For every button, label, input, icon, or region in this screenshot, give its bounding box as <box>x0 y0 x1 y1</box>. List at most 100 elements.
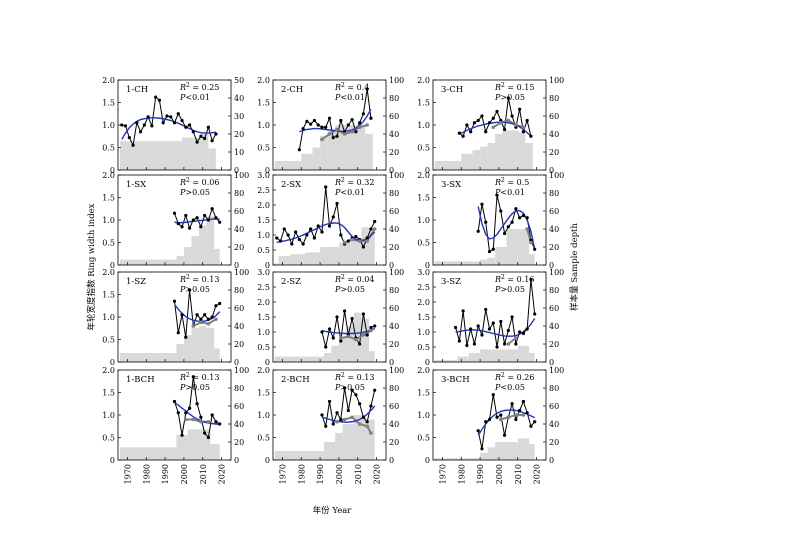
sample-depth-bar <box>350 238 362 265</box>
panel-1-ch: 0 0.5 1.0 1.5 2.0 0 10 20 30 40 50 1-CH R2 = 0.25P<0… <box>102 76 244 175</box>
y-tick-label-left: 0.5 <box>257 144 270 153</box>
data-point <box>529 134 533 138</box>
gray-points <box>339 328 373 342</box>
data-point <box>339 233 343 237</box>
panel-title: 3-CH <box>441 85 463 95</box>
gray-point <box>350 237 354 242</box>
y-axis-left: 0 0.5 1.0 1.5 2.0 <box>417 171 436 270</box>
data-point <box>365 236 369 240</box>
data-point <box>214 216 218 220</box>
ring-width-points <box>476 193 537 254</box>
sample-depth-bar <box>506 229 518 265</box>
y-tick-label-right: 20 <box>549 340 559 349</box>
data-point <box>487 121 492 125</box>
y-tick-label-right: 40 <box>389 225 399 234</box>
y-tick-label-right: 30 <box>234 112 244 121</box>
y-tick-label-right: 0 <box>389 261 394 270</box>
data-point <box>214 304 218 308</box>
y-tick-label-left: 0.5 <box>102 434 115 443</box>
sample-depth-bar <box>480 259 488 265</box>
sample-depth-bar <box>434 161 462 170</box>
data-point <box>510 114 514 118</box>
y-tick-label-right: 50 <box>234 76 244 85</box>
data-point <box>525 118 529 123</box>
y-tick-label-right: 0 <box>389 358 394 367</box>
data-point <box>180 433 184 437</box>
data-point <box>354 393 358 397</box>
fit-curve <box>477 206 536 250</box>
sample-depth-bar <box>495 247 507 265</box>
data-point <box>495 345 499 349</box>
data-point <box>203 313 207 317</box>
y-tick-label-right: 20 <box>549 243 559 252</box>
y-tick-label-right: 100 <box>549 366 564 375</box>
data-point <box>335 315 339 319</box>
sample-depth-bar <box>525 143 533 170</box>
data-point <box>361 245 365 249</box>
data-point <box>476 324 480 328</box>
gray-point <box>372 227 377 231</box>
gray-point <box>369 328 373 333</box>
data-point <box>187 226 192 230</box>
data-point <box>184 125 188 129</box>
x-axis <box>282 262 377 265</box>
data-point <box>465 123 469 127</box>
gray-point <box>491 125 496 130</box>
panel-title: 3-BCH <box>441 375 470 385</box>
y-tick-label-left: 2.0 <box>257 76 270 85</box>
y-tick-label-right: 0 <box>234 166 239 175</box>
data-point <box>331 136 335 140</box>
data-point <box>373 324 377 328</box>
data-point <box>320 413 324 417</box>
y-tick-label-right: 0 <box>234 261 239 270</box>
gray-points <box>191 317 218 328</box>
y-tick-label-left: 1.0 <box>257 121 270 130</box>
gray-point <box>506 415 511 420</box>
data-point <box>294 230 298 234</box>
x-tick-label: 1990 <box>316 464 325 484</box>
data-point <box>210 315 214 319</box>
data-point <box>301 242 305 246</box>
gray-point <box>320 137 324 142</box>
y-tick-label-left: 2.0 <box>417 366 430 375</box>
data-point <box>203 213 207 218</box>
data-point <box>365 333 369 337</box>
data-point <box>361 112 365 116</box>
y-tick-label-right: 40 <box>549 322 559 331</box>
sample-depth-bars <box>274 125 373 170</box>
y-tick-label-left: 1.5 <box>257 99 270 108</box>
data-point <box>533 420 537 424</box>
y-tick-label-left: 0 <box>425 456 430 465</box>
gray-point <box>327 132 332 136</box>
x-tick-label: 1980 <box>142 464 151 484</box>
gray-line <box>500 414 524 421</box>
gray-point <box>342 240 347 245</box>
data-point <box>506 328 510 333</box>
y-tick-label-right: 20 <box>389 243 399 252</box>
sample-depth-bar <box>182 137 194 170</box>
data-point <box>365 87 369 91</box>
data-point <box>210 207 214 211</box>
data-point <box>518 330 522 334</box>
data-point <box>484 307 488 312</box>
ring-width-points <box>454 277 537 349</box>
y-axis-right: 0 20 40 60 80 100 <box>383 268 404 367</box>
y-tick-label-left: 1.0 <box>102 121 115 130</box>
panel-title: 1-SZ <box>126 277 146 287</box>
gray-points <box>320 123 369 142</box>
data-point <box>339 417 343 422</box>
y-tick-label-right: 80 <box>549 94 559 103</box>
panel-3-sz: 0 0.5 1.0 1.5 2.0 2.5 3.0 0 20 40 60 80 100 3-SZ R2 = … <box>417 268 564 367</box>
sample-depth-bar <box>289 254 306 265</box>
y-tick-label-left: 2.5 <box>257 186 270 195</box>
ring-width-points <box>320 386 377 428</box>
y-tick-label-right: 40 <box>234 94 244 103</box>
data-point <box>187 123 192 127</box>
panel-1-bch: 0 0.5 1.0 1.5 2.0 0 20 40 60 80 100 1970 1980 1990 200… <box>102 366 249 484</box>
ring-width-points <box>297 87 373 152</box>
y-axis-right: 0 20 40 60 80 100 <box>383 366 404 465</box>
y-tick-label-left: 2.0 <box>417 171 430 180</box>
fit-curve <box>174 218 220 224</box>
sample-depth-bar <box>338 336 347 362</box>
